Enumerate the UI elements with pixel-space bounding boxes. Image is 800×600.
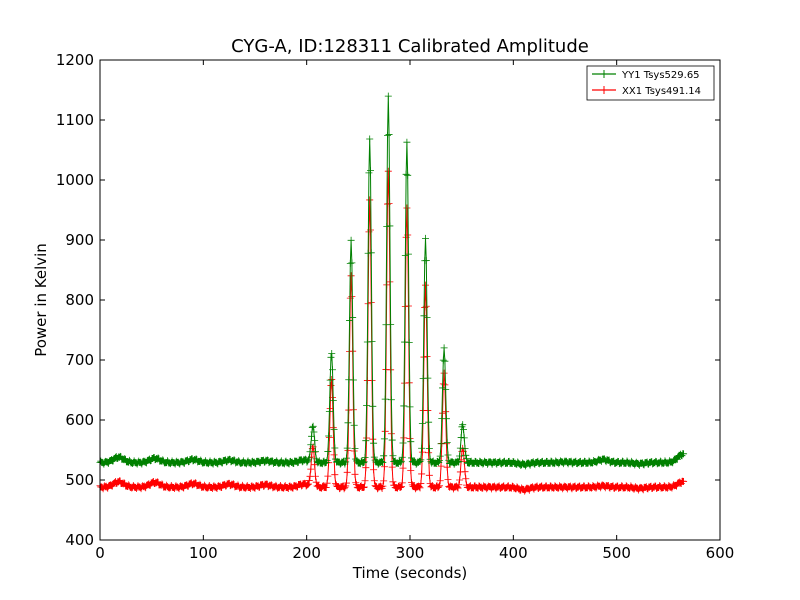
plot-frame [99, 59, 721, 541]
chart-title: CYG-A, ID:128311 Calibrated Amplitude [231, 36, 589, 57]
x-tick-label: 500 [602, 544, 631, 562]
y-tick-label: 1000 [56, 171, 94, 189]
y-tick-label: 700 [65, 351, 94, 369]
x-tick-label: 0 [95, 544, 105, 562]
series-layer [96, 92, 688, 495]
y-axis-label: Power in Kelvin [32, 243, 50, 357]
series-yy1 [96, 92, 688, 470]
x-tick-label: 600 [706, 544, 735, 562]
axis-layer: 0 100 200 300 400 500 600 400 500 600 700 800 900 100… [56, 51, 735, 562]
y-tick-label: 500 [65, 471, 94, 489]
y-tick-label: 400 [65, 531, 94, 549]
y-tick-label: 600 [65, 411, 94, 429]
x-tick-label: 300 [396, 544, 425, 562]
x-tick-label: 400 [499, 544, 528, 562]
legend-marker-yy1 [600, 70, 608, 78]
x-axis-label: Time (seconds) [352, 564, 468, 582]
legend: YY1 Tsys529.65 XX1 Tsys491.14 [586, 65, 715, 101]
x-tick-label: 100 [189, 544, 218, 562]
y-tick-label: 900 [65, 231, 94, 249]
legend-label-xx1: XX1 Tsys491.14 [622, 86, 701, 97]
legend-box [586, 65, 715, 101]
y-tick-label: 800 [65, 291, 94, 309]
y-tick-label: 1200 [56, 51, 94, 69]
legend-label-yy1: YY1 Tsys529.65 [621, 70, 700, 81]
y-tick-label: 1100 [56, 111, 94, 129]
legend-marker-xx1 [600, 86, 608, 94]
x-tick-label: 200 [292, 544, 321, 562]
